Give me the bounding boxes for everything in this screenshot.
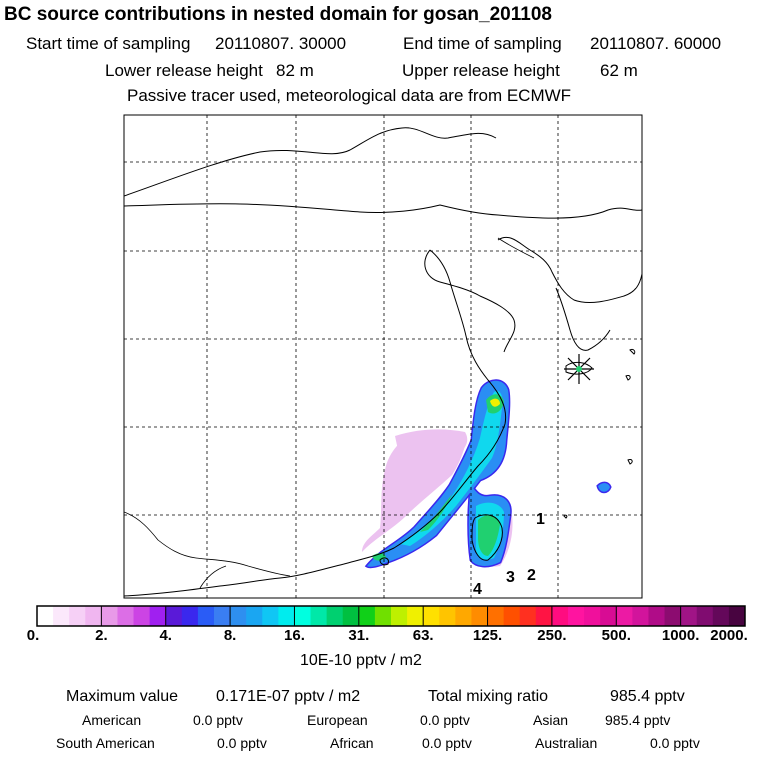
start-time-label: Start time of sampling [26, 34, 191, 53]
colorbar-swatch [680, 606, 698, 626]
lower-height-label: Lower release height [105, 61, 263, 80]
colorbar-tick-label: 500. [601, 627, 631, 644]
max-value-label: Maximum value [66, 688, 179, 705]
source-european-label: European [307, 712, 368, 728]
colorbar-swatch [696, 606, 714, 626]
upper-height-value: 62 m [600, 61, 638, 80]
colorbar-swatch [600, 606, 617, 626]
receptor-star-icon [564, 354, 594, 384]
source-european-value: 0.0 pptv [420, 712, 470, 728]
country-borders [124, 237, 535, 589]
map-frame [123, 114, 643, 599]
colorbar-swatch [181, 606, 199, 626]
region-label-1: 1 [536, 511, 545, 528]
colorbar-swatch [326, 606, 344, 626]
colorbar-tick-label: 2. [95, 627, 108, 644]
colorbar-tick-label: 8. [223, 627, 237, 644]
colorbar-tick-label: 4. [159, 627, 172, 644]
colorbar-swatch [246, 606, 263, 626]
source-south-american-value: 0.0 pptv [217, 735, 267, 751]
colorbar-swatch [342, 606, 360, 626]
colorbar-swatch [165, 606, 183, 626]
colorbar-swatch [503, 606, 521, 626]
colorbar-swatch [728, 606, 746, 626]
coastlines [124, 127, 642, 597]
colorbar [37, 606, 746, 626]
colorbar-swatch [53, 606, 70, 626]
region-label-2: 2 [527, 567, 536, 584]
colorbar-swatch [439, 606, 456, 626]
colorbar-swatch [616, 606, 633, 626]
colorbar-tick-label: 2000. [710, 627, 748, 644]
colorbar-swatch [584, 606, 601, 626]
colorbar-swatch [391, 606, 408, 626]
colorbar-swatch [262, 606, 279, 626]
colorbar-swatch [664, 606, 682, 626]
colorbar-swatch [374, 606, 392, 626]
colorbar-tick-label: 1000. [661, 627, 700, 644]
colorbar-swatch [712, 606, 730, 626]
colorbar-swatch [149, 606, 167, 626]
start-time-value: 20110807. 30000 [215, 34, 347, 53]
source-asian-label: Asian [533, 712, 569, 728]
colorbar-swatch [358, 606, 376, 626]
total-mixing-value: 985.4 pptv [610, 688, 685, 705]
colorbar-swatch [69, 606, 86, 626]
lower-height-value: 82 m [276, 61, 314, 80]
colorbar-swatch [197, 606, 215, 626]
colorbar-tick-label: 16. [284, 627, 305, 644]
colorbar-tick-label: 250. [537, 627, 567, 644]
source-australian-label: Australian [535, 735, 598, 751]
colorbar-tick-label: 125. [472, 627, 503, 644]
source-african-value: 0.0 pptv [422, 735, 472, 751]
colorbar-frame [36, 605, 746, 627]
colorbar-swatch [632, 606, 649, 626]
source-american-label: American [82, 712, 142, 728]
end-time-label: End time of sampling [403, 34, 562, 53]
source-african-label: African [330, 735, 374, 751]
colorbar-swatch [648, 606, 666, 626]
grid-lines [124, 115, 642, 598]
colorbar-units: 10E-10 pptv / m2 [300, 652, 422, 669]
colorbar-tick-label: 31. [348, 627, 370, 644]
colorbar-swatch [519, 606, 537, 626]
colorbar-swatch [278, 606, 295, 626]
max-value: 0.171E-07 pptv / m2 [216, 688, 361, 705]
region-label-3: 3 [506, 569, 515, 586]
region-label-4: 4 [473, 581, 482, 598]
total-mixing-label: Total mixing ratio [428, 688, 549, 705]
colorbar-swatch [133, 606, 151, 626]
colorbar-swatch [471, 606, 489, 626]
plume-yellow-core [490, 398, 500, 407]
colorbar-swatch [568, 606, 585, 626]
colorbar-swatch [407, 606, 424, 626]
colorbar-swatch [310, 606, 328, 626]
colorbar-swatch [214, 606, 231, 626]
colorbar-swatch [535, 606, 553, 626]
plot-title: BC source contributions in nested domain… [4, 4, 552, 25]
upper-height-label: Upper release height [402, 61, 560, 80]
tracer-note: Passive tracer used, meteorological data… [127, 86, 572, 105]
colorbar-swatch [101, 606, 118, 626]
source-asian-value: 985.4 pptv [605, 712, 671, 728]
source-australian-value: 0.0 pptv [650, 735, 700, 751]
colorbar-swatch [85, 606, 102, 626]
colorbar-swatch [487, 606, 505, 626]
colorbar-tick-label: 63. [412, 627, 434, 644]
colorbar-swatch [117, 606, 135, 626]
colorbar-swatch [37, 606, 54, 626]
colorbar-swatch [551, 606, 569, 626]
colorbar-tick-label: 0. [26, 627, 40, 644]
colorbar-swatch [230, 606, 247, 626]
end-time-value: 20110807. 60000 [590, 34, 722, 53]
colorbar-swatch [455, 606, 472, 626]
colorbar-swatch [423, 606, 440, 626]
source-south-american-label: South American [56, 735, 155, 751]
colorbar-swatch [294, 606, 312, 626]
source-american-value: 0.0 pptv [193, 712, 243, 728]
